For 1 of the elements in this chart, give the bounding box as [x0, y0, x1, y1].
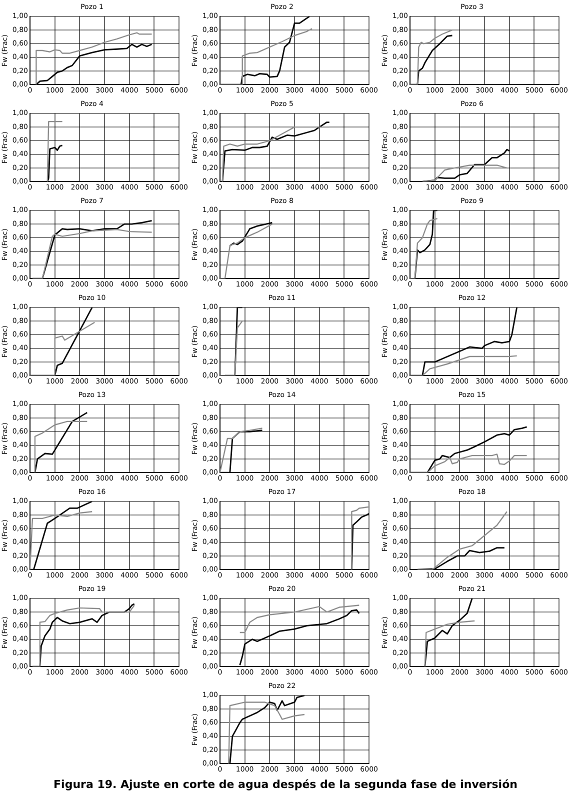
- text: Figura 19. Ajuste en corte de agua despés de la segunda fase de inversión: [52, 778, 518, 791]
